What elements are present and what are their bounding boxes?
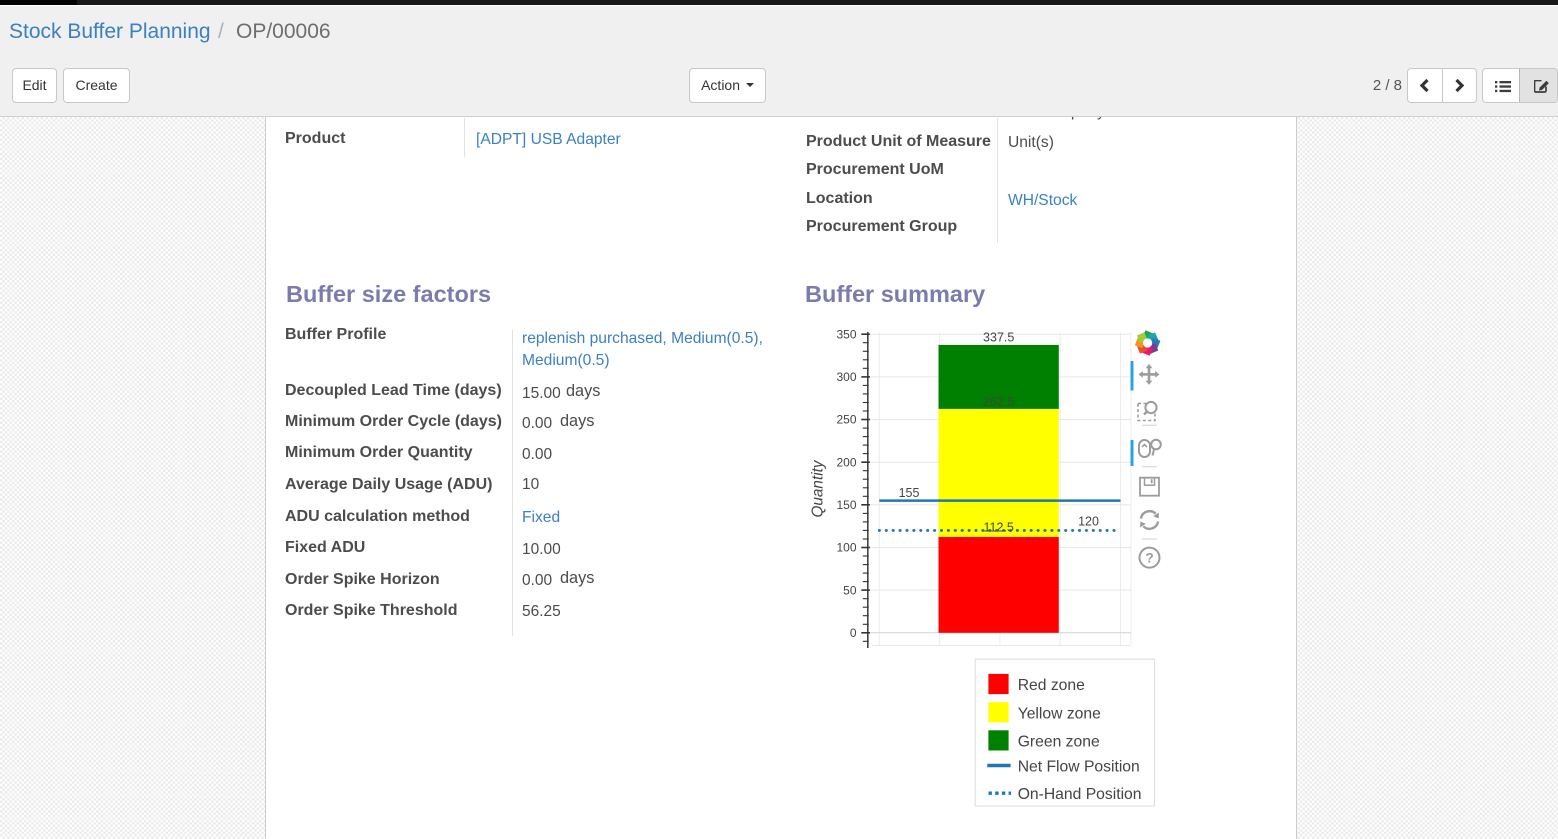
svg-text:120: 120 (1078, 515, 1099, 529)
svg-text:250: 250 (836, 413, 856, 427)
svg-text:150: 150 (836, 498, 856, 512)
svg-text:Green zone: Green zone (1018, 733, 1100, 750)
svg-text:0: 0 (850, 626, 857, 640)
svg-text:100: 100 (836, 541, 856, 555)
svg-text:300: 300 (836, 370, 856, 384)
svg-text:262.5: 262.5 (983, 395, 1014, 409)
svg-text:Yellow zone: Yellow zone (1018, 705, 1101, 722)
svg-text:?: ? (1145, 550, 1154, 566)
svg-text:Red zone: Red zone (1018, 677, 1085, 694)
svg-text:200: 200 (836, 455, 856, 469)
svg-text:337.5: 337.5 (983, 331, 1014, 345)
svg-text:155: 155 (899, 486, 920, 500)
svg-text:50: 50 (843, 583, 857, 597)
svg-text:On-Hand Position: On-Hand Position (1018, 786, 1142, 803)
svg-text:350: 350 (836, 327, 856, 341)
svg-text:Net Flow Position: Net Flow Position (1018, 759, 1140, 776)
svg-text:112.5: 112.5 (984, 520, 1014, 534)
svg-text:Quantity: Quantity (810, 459, 827, 517)
